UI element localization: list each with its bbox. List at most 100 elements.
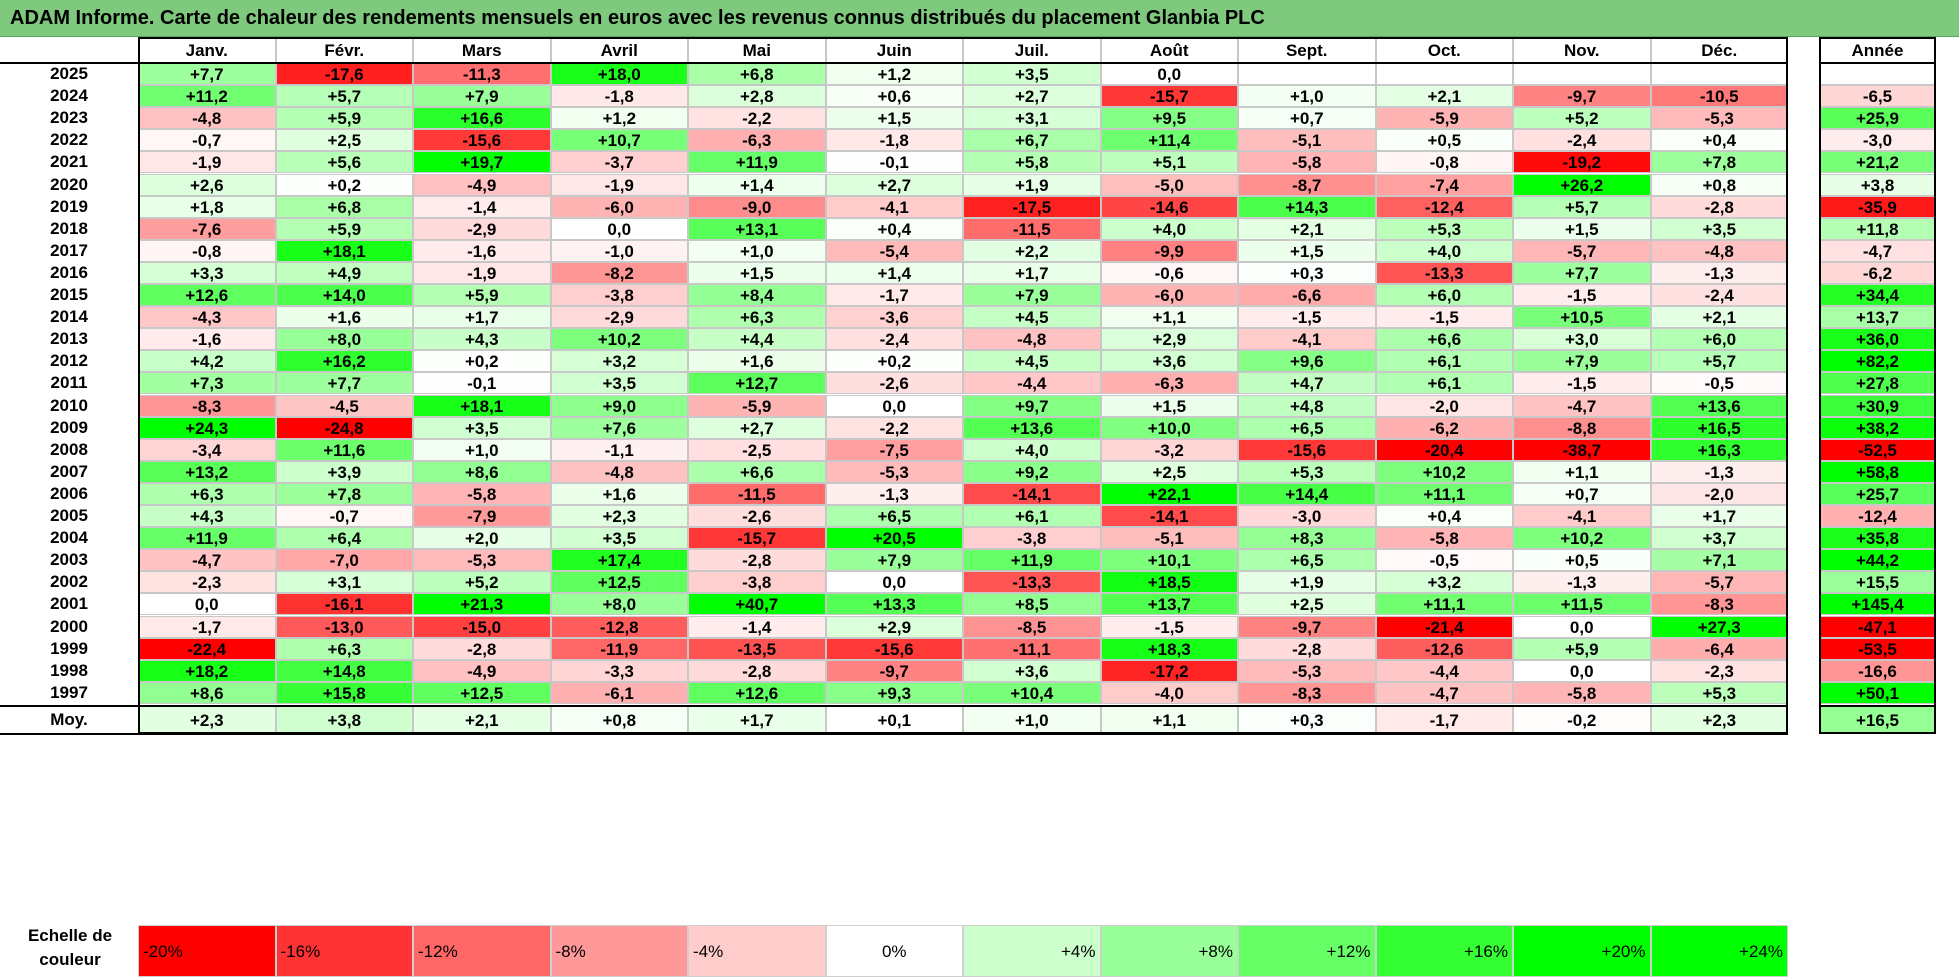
heatmap-cell: +5,2 — [1513, 107, 1651, 130]
heatmap-cell: +0,5 — [1513, 549, 1651, 572]
heatmap-cell: -2,2 — [825, 416, 963, 439]
heatmap-cell: +7,8 — [1650, 151, 1788, 174]
heatmap-cell: 0,0 — [825, 571, 963, 594]
heatmap-cell: -5,3 — [825, 460, 963, 483]
year-label: 2002 — [50, 572, 88, 592]
heatmap-cell: +2,7 — [963, 85, 1101, 108]
average-label: Moy. — [50, 709, 88, 729]
scale-label-line1: Echelle de — [27, 926, 113, 945]
heatmap-cell: -2,8 — [688, 549, 826, 572]
annual-cell: +58,8 — [1819, 460, 1936, 483]
heatmap-cell: -4,8 — [963, 328, 1101, 351]
heatmap-cell: -2,9 — [413, 217, 551, 240]
heatmap-cell: -6,2 — [1375, 416, 1513, 439]
heatmap-cell: +1,9 — [963, 173, 1101, 196]
heatmap-cell: -2,8 — [688, 659, 826, 682]
heatmap-cell: +7,7 — [1513, 261, 1651, 284]
month-header: Août — [1100, 37, 1238, 63]
heatmap-cell: -1,9 — [138, 151, 276, 174]
heatmap-cell: -4,3 — [138, 306, 276, 329]
heatmap-cell: -4,7 — [1375, 681, 1513, 704]
heatmap-cell: -24,8 — [275, 416, 413, 439]
heatmap-cell: +11,9 — [138, 527, 276, 550]
heatmap-cell: -1,5 — [1375, 306, 1513, 329]
heatmap-cell: +6,3 — [688, 306, 826, 329]
heatmap-cell: +6,3 — [138, 482, 276, 505]
average-cell: -1,7 — [1375, 705, 1513, 734]
heatmap-cell: -5,3 — [413, 549, 551, 572]
heatmap-cell: -13,5 — [688, 637, 826, 660]
heatmap-cell: +6,8 — [275, 195, 413, 218]
heatmap-cell: +7,1 — [1650, 549, 1788, 572]
heatmap-cell: +15,8 — [275, 681, 413, 704]
heatmap-cell: -5,4 — [825, 239, 963, 262]
scale-swatch: +12% — [1238, 925, 1376, 977]
heatmap-cell: -2,0 — [1375, 394, 1513, 417]
heatmap-cell: +0,7 — [1513, 482, 1651, 505]
heatmap-cell: -3,2 — [1100, 438, 1238, 461]
heatmap-cell: -3,0 — [1238, 505, 1376, 528]
heatmap-cell: -20,4 — [1375, 438, 1513, 461]
year-label: 2019 — [50, 196, 88, 216]
heatmap-cell: +18,0 — [550, 63, 688, 86]
heatmap-cell: 0,0 — [1513, 659, 1651, 682]
average-cell: +0,3 — [1238, 705, 1376, 734]
heatmap-cell: -8,2 — [550, 261, 688, 284]
month-header: Nov. — [1513, 37, 1651, 63]
heatmap-cell: +3,0 — [1513, 328, 1651, 351]
divider-line — [0, 62, 1788, 64]
heatmap-cell: +14,4 — [1238, 482, 1376, 505]
heatmap-cell: -0,5 — [1650, 372, 1788, 395]
heatmap-cell: -1,3 — [1513, 571, 1651, 594]
heatmap-cell: -5,9 — [688, 394, 826, 417]
year-label: 2009 — [50, 417, 88, 437]
heatmap-cell: +27,3 — [1650, 615, 1788, 638]
heatmap-cell: +10,4 — [963, 681, 1101, 704]
heatmap-cell: -13,0 — [275, 615, 413, 638]
heatmap-cell: +1,1 — [1100, 306, 1238, 329]
heatmap-cell: +5,9 — [1513, 637, 1651, 660]
heatmap-cell: +6,3 — [275, 637, 413, 660]
heatmap-cell: +12,5 — [550, 571, 688, 594]
heatmap-cell — [1650, 63, 1788, 86]
heatmap-cell: -0,8 — [138, 239, 276, 262]
heatmap-cell: -4,1 — [825, 195, 963, 218]
heatmap-cell: +6,5 — [825, 505, 963, 528]
heatmap-cell: -6,4 — [1650, 637, 1788, 660]
heatmap-cell: +1,5 — [1513, 217, 1651, 240]
heatmap-cell: +13,7 — [1100, 593, 1238, 616]
divider-line — [1819, 62, 1936, 64]
heatmap-cell: +2,7 — [688, 416, 826, 439]
heatmap-cell: +9,6 — [1238, 350, 1376, 373]
heatmap-cell: -2,6 — [825, 372, 963, 395]
heatmap-cell: +10,5 — [1513, 306, 1651, 329]
heatmap-cell: +4,5 — [963, 306, 1101, 329]
annual-cell: -12,4 — [1819, 505, 1936, 528]
heatmap-cell: +1,2 — [550, 107, 688, 130]
heatmap-cell: -9,7 — [825, 659, 963, 682]
annual-cell: -4,7 — [1819, 239, 1936, 262]
heatmap-cell — [1375, 63, 1513, 86]
year-label: 2007 — [50, 461, 88, 481]
annual-cell: +145,4 — [1819, 593, 1936, 616]
heatmap-cell: +10,1 — [1100, 549, 1238, 572]
heatmap-cell: +1,4 — [825, 261, 963, 284]
heatmap-cell: +1,8 — [138, 195, 276, 218]
heatmap-cell: -0,8 — [1375, 151, 1513, 174]
heatmap-cell: +12,7 — [688, 372, 826, 395]
scale-swatch: 0% — [825, 925, 963, 977]
heatmap-cell: +5,9 — [413, 284, 551, 307]
heatmap-cell: -2,8 — [1238, 637, 1376, 660]
heatmap-cell: +4,0 — [1100, 217, 1238, 240]
heatmap-cell: -3,8 — [963, 527, 1101, 550]
heatmap-cell: -6,3 — [1100, 372, 1238, 395]
heatmap-cell: +2,5 — [1238, 593, 1376, 616]
heatmap-cell: -7,5 — [825, 438, 963, 461]
heatmap-cell: -1,5 — [1513, 372, 1651, 395]
annual-cell: +82,2 — [1819, 350, 1936, 373]
heatmap-cell: +8,4 — [688, 284, 826, 307]
heatmap-cell: +1,7 — [413, 306, 551, 329]
heatmap-cell: -10,5 — [1650, 85, 1788, 108]
year-label: 2016 — [50, 262, 88, 282]
heatmap-cell: +0,2 — [275, 173, 413, 196]
